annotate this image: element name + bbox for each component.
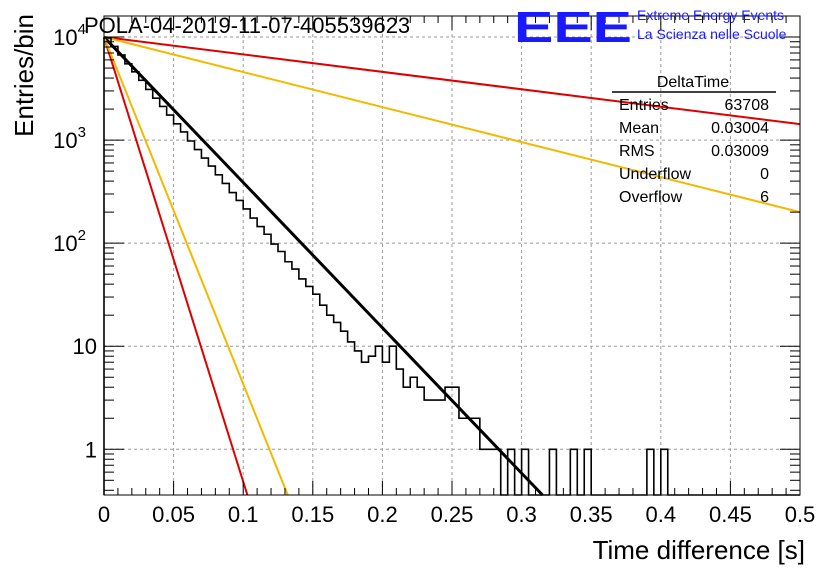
stats-label: Entries — [619, 97, 669, 114]
x-tick-label: 0.35 — [570, 502, 613, 527]
fit-line — [103, 36, 801, 126]
stats-value: 0.03009 — [711, 143, 769, 160]
x-tick-label: 0.4 — [646, 502, 677, 527]
x-tick-label: 0.2 — [367, 502, 398, 527]
eee-logo-mark: EEE — [514, 3, 632, 52]
grid — [104, 16, 800, 495]
stats-title: DeltaTime — [657, 74, 729, 91]
y-tick-label: 104 — [53, 21, 86, 50]
y-tick-label: 1 — [85, 437, 97, 462]
chart-title: POLA-04-2019-11-07-405539623 — [84, 13, 410, 38]
y-tick-exponent: 3 — [78, 124, 86, 141]
stats-value: 0 — [760, 166, 769, 183]
x-axis-label: Time difference [s] — [593, 535, 805, 565]
y-tick-exponent: 2 — [78, 227, 86, 244]
stats-value: 63708 — [725, 97, 770, 114]
eee-logo: EEE Extreme Energy Events La Scienza nel… — [514, 3, 787, 52]
x-tick-label: 0.45 — [709, 502, 752, 527]
fit-line — [103, 36, 801, 214]
stats-label: Overflow — [619, 189, 683, 206]
stats-label: RMS — [619, 143, 655, 160]
stats-value: 0.03004 — [711, 120, 769, 137]
y-tick-label: 103 — [53, 124, 86, 153]
x-tick-label: 0.15 — [291, 502, 334, 527]
y-tick-label: 10 — [73, 334, 97, 359]
stats-value: 6 — [760, 189, 769, 206]
y-tick-exponent: 4 — [78, 21, 86, 38]
x-tick-label: 0 — [98, 502, 110, 527]
x-axis: 0 0.05 0.1 0.15 0.2 0.25 0.3 0.35 0.4 0.45 0.5 — [98, 16, 815, 527]
x-tick-label: 0.3 — [506, 502, 537, 527]
x-tick-label: 0.1 — [228, 502, 259, 527]
x-tick-label: 0.25 — [431, 502, 474, 527]
x-tick-label: 0.05 — [152, 502, 195, 527]
stats-label: Mean — [619, 120, 659, 137]
x-tick-label: 0.5 — [785, 502, 816, 527]
eee-logo-line2: La Scienza nelle Scuole — [637, 26, 787, 42]
fit-line — [103, 36, 249, 496]
eee-logo-line1: Extreme Energy Events — [637, 7, 784, 23]
y-tick-label: 102 — [53, 227, 86, 256]
stats-box: DeltaTime Entries 63708 Mean 0.03004 RMS 0.03… — [612, 74, 776, 206]
stats-label: Underflow — [619, 166, 691, 183]
fit-line — [103, 36, 289, 496]
y-axis-label: Entries/bin — [9, 14, 39, 137]
